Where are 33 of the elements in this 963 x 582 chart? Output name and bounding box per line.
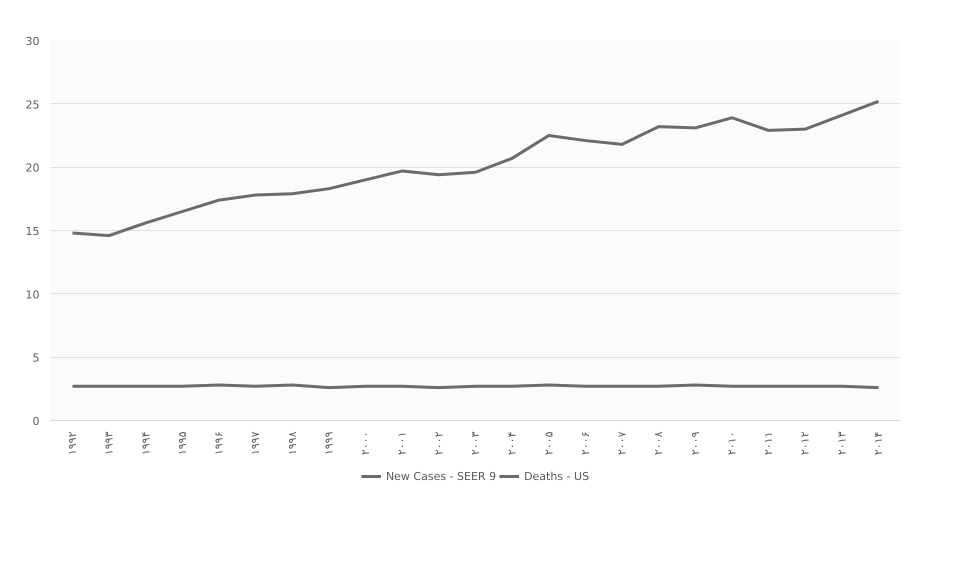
x-tick-label: ۲۰۰۹ [688,431,702,456]
x-tick-label: ۲۰۰۴ [506,431,519,456]
x-tick-label: ۲۰۰۱ [396,431,409,456]
x-tick-label: ۱۹۹۷ [249,431,262,456]
y-tick-label: 30 [26,35,40,48]
x-tick-label: ۲۰۰۷ [616,431,629,456]
x-tick-label: ۲۰۰۶ [578,431,592,456]
x-tick-label: ۲۰۰۰ [359,431,372,456]
line-series [70,100,880,238]
x-tick-label: ۱۹۹۴ [139,431,152,456]
x-tick-label: ۲۰۰۸ [652,431,666,456]
y-tick-label: 0 [32,415,40,428]
x-tick-label: ۱۹۹۳ [102,431,116,456]
x-tick-label: ۱۹۹۶ [212,431,226,456]
x-tick-label: ۱۹۹۸ [286,431,299,456]
x-tick-label: ۲۰۱۱ [762,431,776,456]
x-tick-label: ۱۹۹۵ [176,431,189,456]
x-tick-label: ۱۹۹۹ [322,431,336,456]
legend-label: New Cases - SEER 9 [386,470,496,482]
y-tick-label: 10 [26,288,40,302]
y-tick-label: 25 [26,98,40,112]
y-tick-label: 20 [26,162,40,175]
x-tick-label: ۲۰۰۳ [469,431,482,456]
y-tick-label: 15 [26,225,40,238]
x-tick-label: ۱۹۹۲ [66,431,79,456]
x-tick-label: ۲۰۰۵ [542,431,556,456]
y-tick-label: 5 [32,352,40,365]
legend-label: Deaths - US [524,470,590,482]
x-tick-label: ۲۰۱۴ [872,431,886,456]
x-tick-label: ۲۰۰۲ [432,431,446,456]
x-tick-label: ۲۰۱۳ [835,431,848,456]
x-tick-label: ۲۰۱۲ [798,431,812,456]
x-tick-label: ۲۰۱۰ [725,431,738,456]
